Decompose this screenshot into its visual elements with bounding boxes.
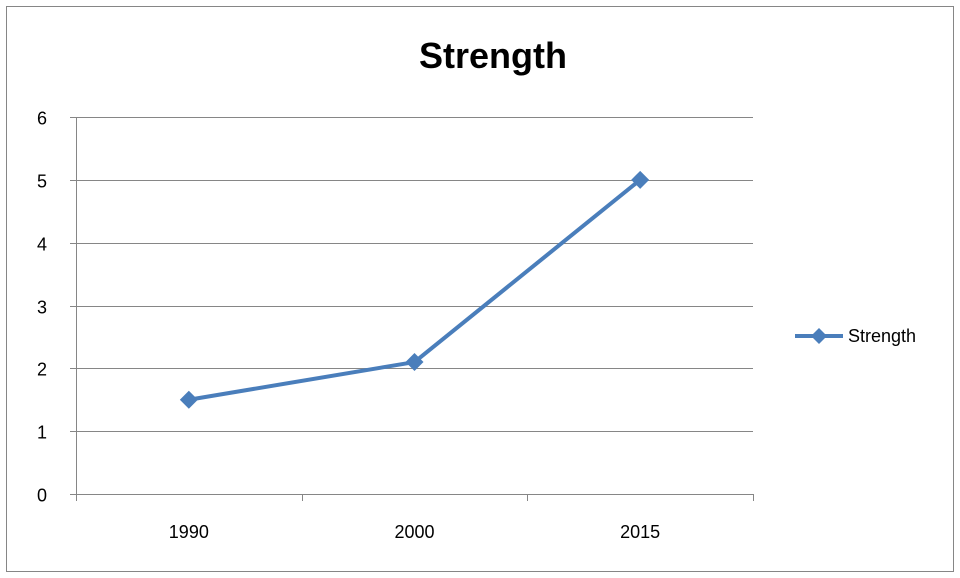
y-tick-label-2: 2 — [37, 360, 47, 380]
y-axis-ticks: 0 1 2 3 4 5 6 — [37, 109, 76, 506]
axes — [76, 117, 753, 495]
data-point-1990 — [179, 390, 198, 409]
legend: Strength — [795, 326, 916, 346]
data-point-2015 — [631, 170, 650, 189]
series-markers — [179, 170, 650, 409]
y-tick-label-3: 3 — [37, 298, 47, 318]
chart-border — [6, 6, 954, 572]
y-tick-label-4: 4 — [37, 235, 47, 255]
y-tick-label-1: 1 — [37, 423, 47, 443]
x-tick-label-2000: 2000 — [394, 522, 434, 542]
x-axis-ticks: 1990 2000 2015 — [76, 494, 754, 542]
legend-label-strength: Strength — [848, 326, 916, 346]
legend-marker-strength — [811, 328, 827, 344]
y-tick-label-6: 6 — [37, 109, 47, 129]
y-tick-label-0: 0 — [37, 486, 47, 506]
x-tick-label-1990: 1990 — [169, 522, 209, 542]
y-tick-label-5: 5 — [37, 172, 47, 192]
chart-title: Strength — [419, 35, 567, 76]
data-point-2000 — [405, 353, 424, 372]
gridlines — [76, 117, 753, 432]
x-tick-label-2015: 2015 — [620, 522, 660, 542]
